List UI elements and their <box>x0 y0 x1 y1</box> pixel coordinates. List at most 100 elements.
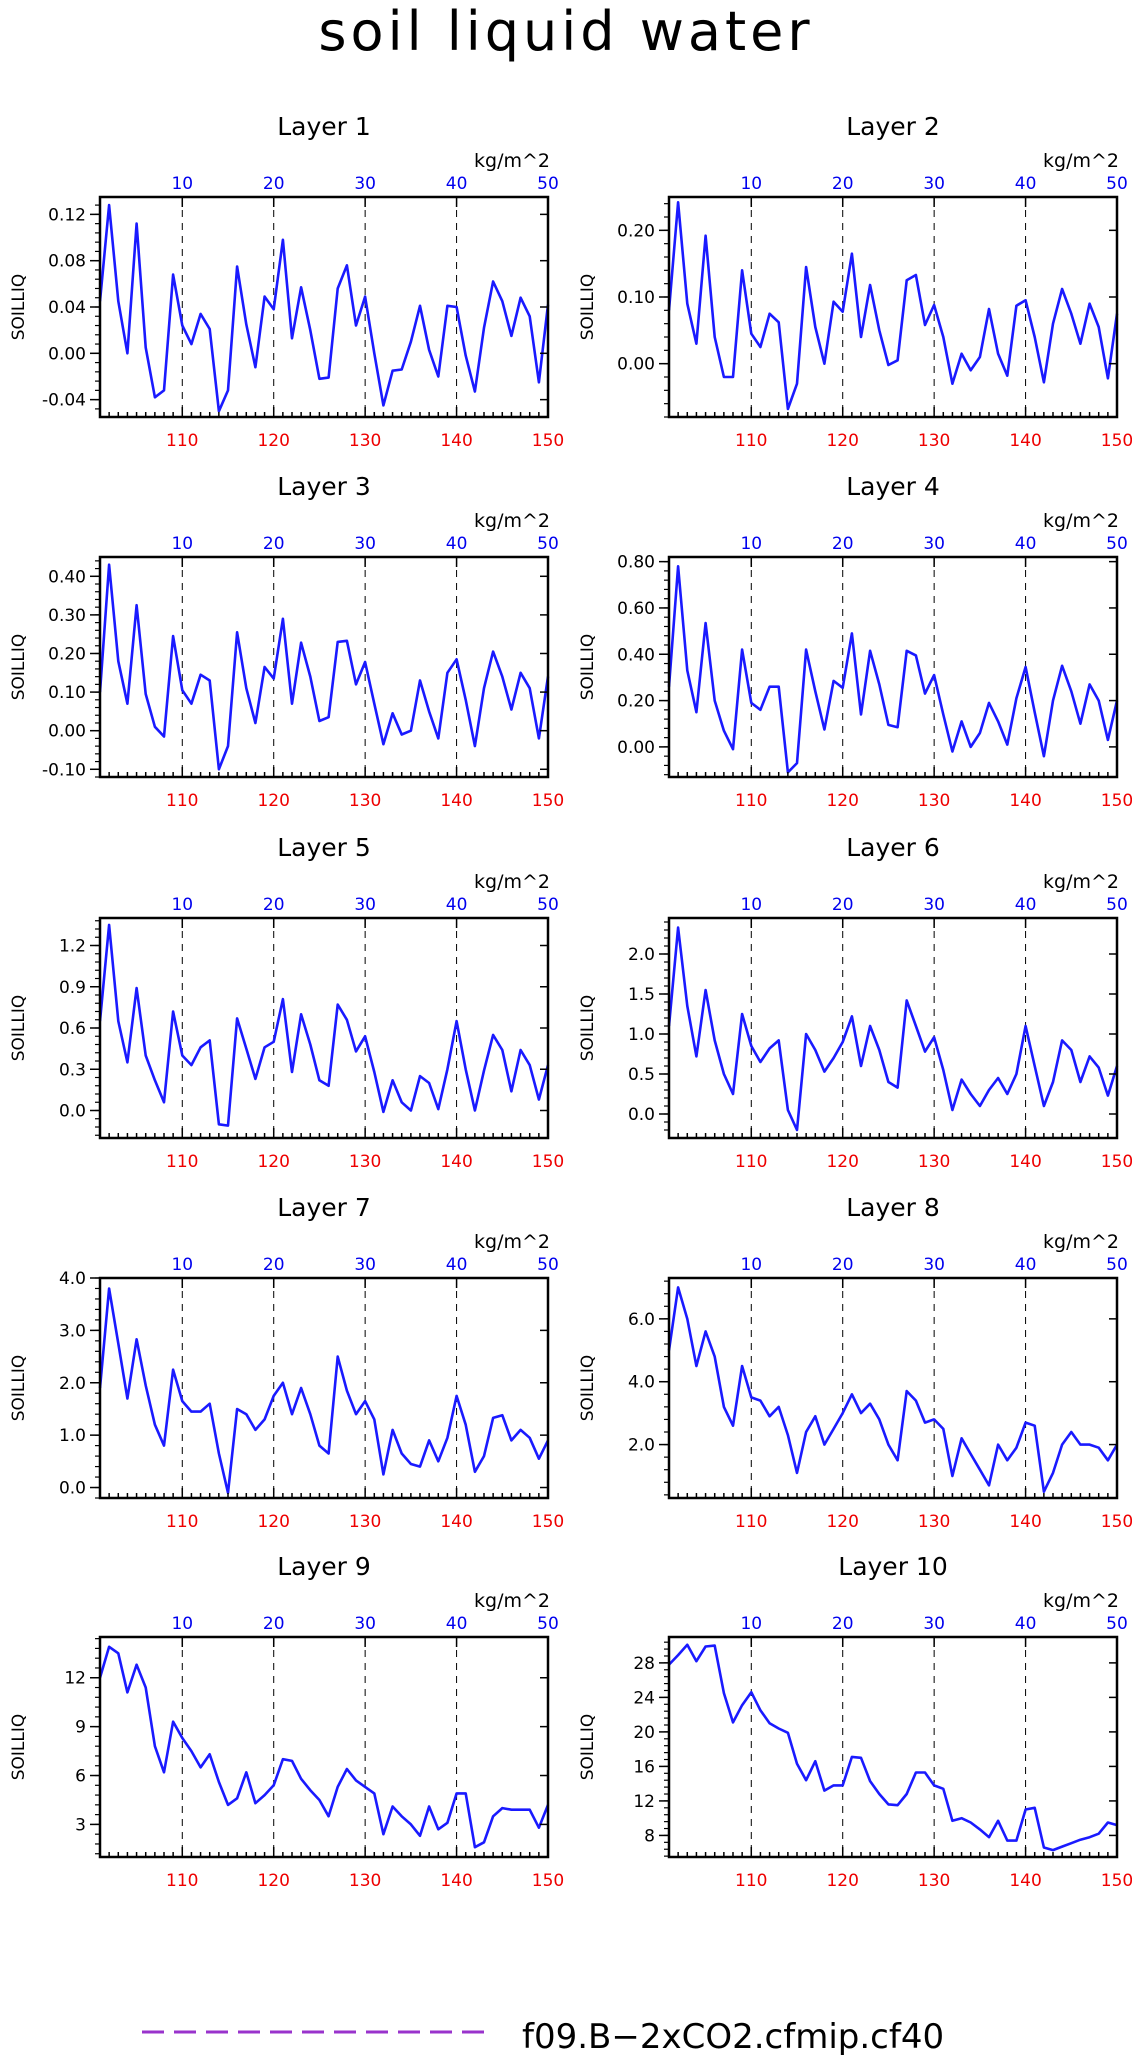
series-line <box>98 563 550 771</box>
panel-title: Layer 10 <box>838 1552 947 1581</box>
y-tick-label: 3.0 <box>59 1321 86 1341</box>
y-tick-label: 0.60 <box>617 599 655 619</box>
x-top-tick-label: 10 <box>171 1614 193 1634</box>
unit-label: kg/m^2 <box>1043 150 1119 172</box>
y-tick-label: 0.40 <box>48 567 86 587</box>
plot-frame <box>667 1635 1119 1859</box>
unit-label: kg/m^2 <box>1043 1231 1119 1253</box>
panel-title: Layer 6 <box>846 833 940 862</box>
x-top-tick-label: 50 <box>1106 1614 1128 1634</box>
unit-label: kg/m^2 <box>474 871 550 893</box>
panel-title: Layer 1 <box>277 112 371 141</box>
x-top-tick-label: 10 <box>740 174 762 194</box>
y-tick-label: 0.40 <box>617 645 655 665</box>
x-bottom-tick-label: 130 <box>918 1152 950 1172</box>
panel-layer-4: Layer 4 kg/m^2 110 120 130 140 150 10 20 30 40 50 0.… <box>578 472 1132 811</box>
x-top-tick-label: 20 <box>263 174 285 194</box>
x-bottom-tick-label: 120 <box>826 791 858 811</box>
x-top-tick-label: 30 <box>354 895 376 915</box>
y-tick-label: 0.00 <box>48 344 86 364</box>
y-axis-label: SOILLIQ <box>9 995 29 1062</box>
series-line <box>667 926 1119 1132</box>
x-top-tick-label: 50 <box>537 1255 559 1275</box>
y-axis-label: SOILLIQ <box>9 1714 29 1781</box>
chart-title: soil liquid water <box>318 0 814 63</box>
x-top-tick-label: 50 <box>537 895 559 915</box>
x-bottom-tick-label: 140 <box>1009 431 1041 451</box>
plot-frame <box>98 555 550 779</box>
x-top-tick-label: 20 <box>832 1614 854 1634</box>
x-top-tick-label: 50 <box>537 174 559 194</box>
panel-layer-3: Layer 3 kg/m^2 110 120 130 140 150 10 20 30 40 50 -0… <box>9 472 564 811</box>
x-top-tick-label: 40 <box>446 895 468 915</box>
x-bottom-tick-label: 110 <box>166 431 198 451</box>
y-tick-label: 12 <box>64 1669 86 1689</box>
panel-layer-9: Layer 9 kg/m^2 110 120 130 140 150 10 20 30 40 50 3 6… <box>9 1552 564 1891</box>
x-bottom-tick-label: 140 <box>440 791 472 811</box>
x-bottom-tick-label: 110 <box>166 1512 198 1532</box>
x-top-tick-label: 30 <box>923 895 945 915</box>
y-tick-label: 0.5 <box>628 1065 655 1085</box>
plot-frame <box>98 916 550 1140</box>
series-line <box>98 923 550 1127</box>
x-top-tick-label: 10 <box>171 534 193 554</box>
x-bottom-tick-label: 150 <box>532 1152 564 1172</box>
x-top-tick-label: 10 <box>740 895 762 915</box>
plot-frame <box>667 1276 1119 1500</box>
y-tick-label: -0.10 <box>42 760 86 780</box>
y-tick-label: 0.04 <box>48 298 86 318</box>
x-bottom-tick-label: 140 <box>1009 1152 1041 1172</box>
panel-title: Layer 3 <box>277 472 371 501</box>
x-top-tick-label: 40 <box>1015 1614 1037 1634</box>
x-bottom-tick-label: 130 <box>918 791 950 811</box>
x-bottom-tick-label: 130 <box>349 791 381 811</box>
x-bottom-tick-label: 120 <box>257 1152 289 1172</box>
y-tick-label: 0.6 <box>59 1019 86 1039</box>
panel-title: Layer 9 <box>277 1552 371 1581</box>
y-tick-label: 6 <box>75 1767 86 1787</box>
x-top-tick-label: 40 <box>1015 174 1037 194</box>
x-bottom-tick-label: 120 <box>257 791 289 811</box>
y-tick-label: 0.12 <box>48 205 86 225</box>
plot-frame <box>667 916 1119 1140</box>
plot-frame <box>98 1635 550 1859</box>
series-line <box>668 1643 1118 1852</box>
plot-frame <box>667 555 1119 779</box>
x-top-tick-label: 40 <box>446 174 468 194</box>
x-bottom-tick-label: 150 <box>1101 1152 1132 1172</box>
y-tick-label: 0.00 <box>617 355 655 375</box>
x-bottom-tick-label: 120 <box>826 1871 858 1891</box>
y-axis-label: SOILLIQ <box>9 1355 29 1422</box>
x-top-tick-label: 10 <box>740 1255 762 1275</box>
x-top-tick-label: 50 <box>1106 1255 1128 1275</box>
x-bottom-tick-label: 140 <box>440 431 472 451</box>
x-bottom-tick-label: 110 <box>166 1871 198 1891</box>
y-axis-label: SOILLIQ <box>578 634 598 701</box>
panel-title: Layer 4 <box>846 472 940 501</box>
plot-frame <box>98 1276 550 1500</box>
plot-frame <box>667 195 1119 419</box>
x-bottom-tick-label: 110 <box>735 791 767 811</box>
y-tick-label: 8 <box>644 1826 655 1846</box>
y-tick-label: 2.0 <box>59 1374 86 1394</box>
y-tick-label: -0.04 <box>42 391 86 411</box>
y-tick-label: 4.0 <box>628 1373 655 1393</box>
x-bottom-tick-label: 110 <box>166 1152 198 1172</box>
x-bottom-tick-label: 150 <box>532 1512 564 1532</box>
y-tick-label: 0.9 <box>59 978 86 998</box>
panel-title: Layer 8 <box>846 1193 940 1222</box>
y-axis-label: SOILLIQ <box>578 1714 598 1781</box>
plot-frame <box>98 195 550 419</box>
x-bottom-tick-label: 110 <box>735 1512 767 1532</box>
y-tick-label: 0.20 <box>617 692 655 712</box>
y-tick-label: 0.3 <box>59 1060 86 1080</box>
x-top-tick-label: 50 <box>537 534 559 554</box>
panel-layer-2: Layer 2 kg/m^2 110 120 130 140 150 10 20 30 40 50 0.… <box>578 112 1132 451</box>
y-tick-label: 0.0 <box>59 1102 86 1122</box>
unit-label: kg/m^2 <box>1043 871 1119 893</box>
x-top-tick-label: 40 <box>1015 895 1037 915</box>
panel-layer-1: Layer 1 kg/m^2 110 120 130 140 150 10 20 30 40 50 -0… <box>9 112 564 451</box>
series-line <box>98 1287 550 1495</box>
x-top-tick-label: 40 <box>1015 534 1037 554</box>
x-bottom-tick-label: 140 <box>440 1871 472 1891</box>
